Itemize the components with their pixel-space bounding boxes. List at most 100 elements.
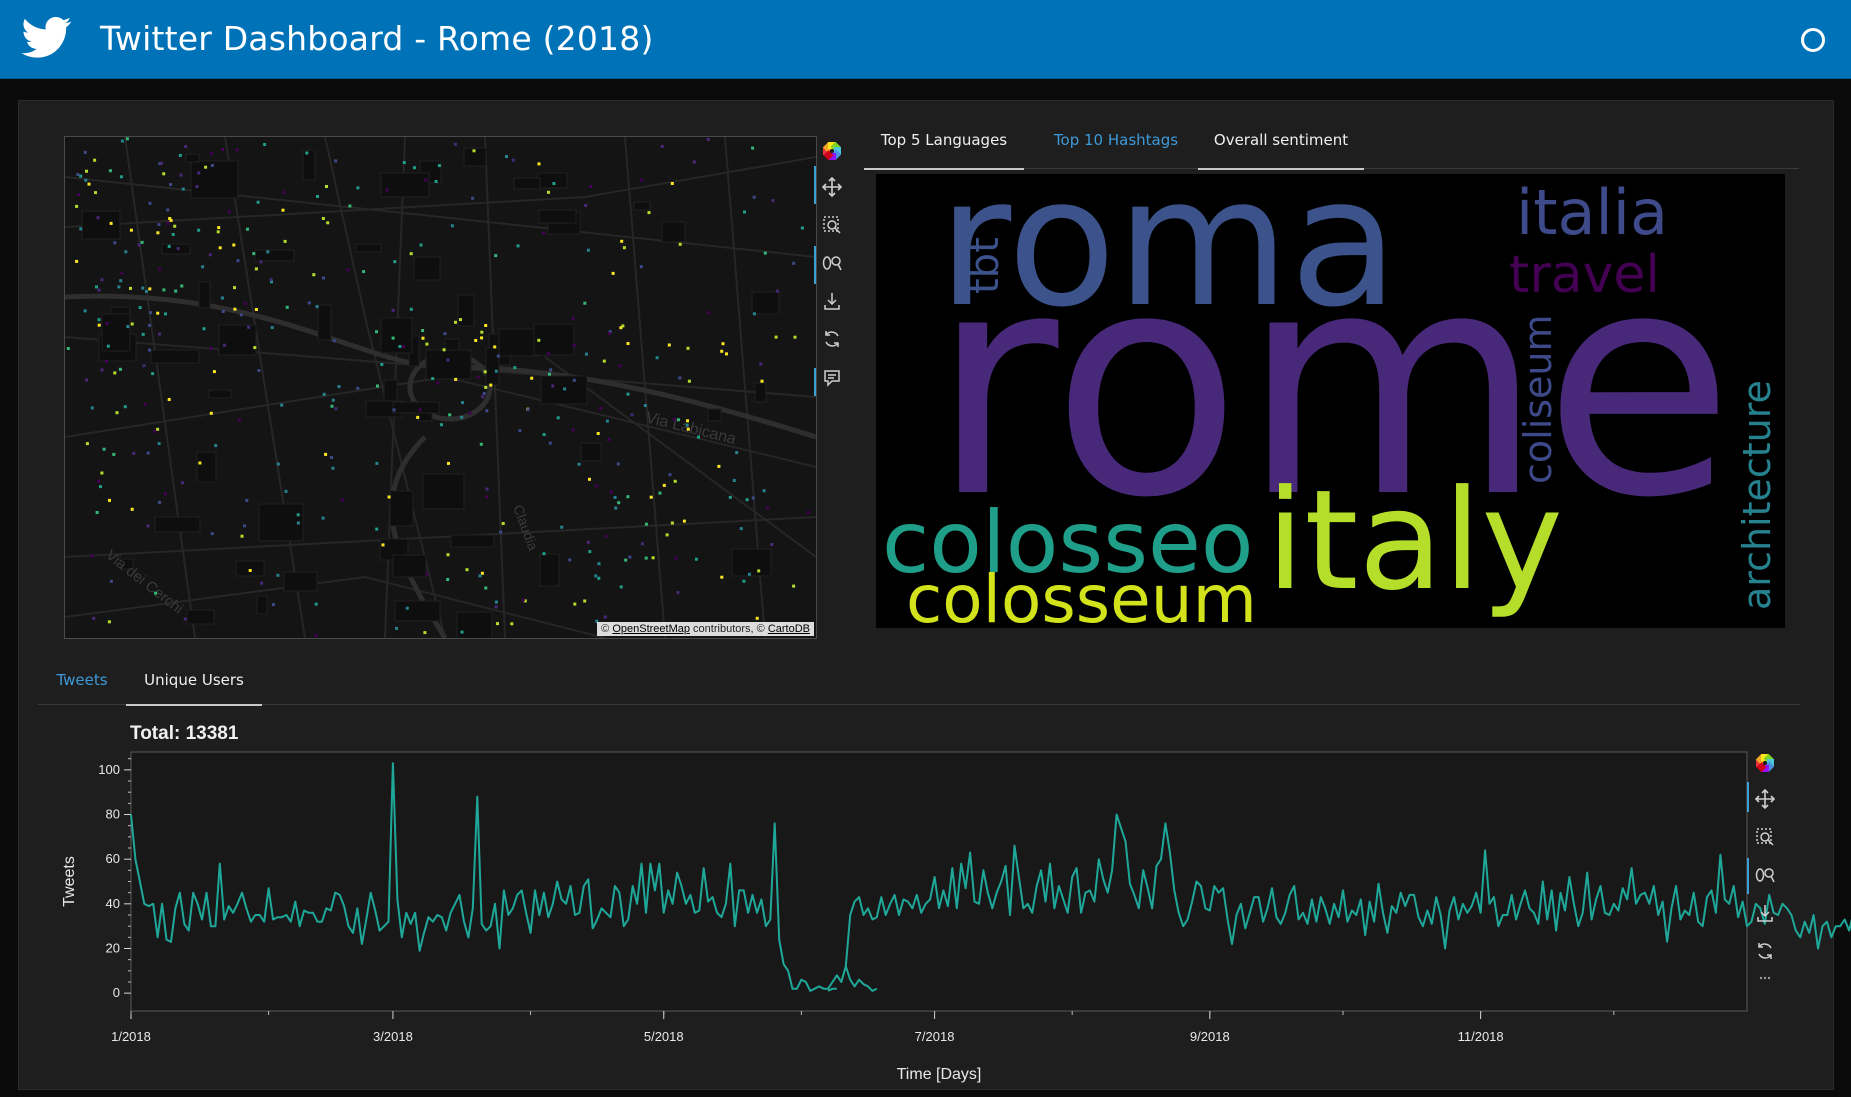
tweet-point[interactable] [154, 591, 158, 595]
tweet-point[interactable] [482, 392, 486, 395]
tweet-point[interactable] [97, 479, 100, 483]
tweet-point[interactable] [209, 152, 213, 156]
tweet-point[interactable] [423, 631, 427, 635]
tweet-point[interactable] [468, 411, 472, 415]
tweet-point[interactable] [598, 406, 602, 410]
tweet-point[interactable] [100, 368, 104, 372]
hover-icon[interactable] [817, 362, 847, 392]
tweet-point[interactable] [398, 345, 402, 348]
tweet-point[interactable] [141, 332, 145, 336]
tweet-point[interactable] [513, 366, 517, 370]
tweet-point[interactable] [331, 466, 335, 470]
tweet-point[interactable] [745, 498, 749, 502]
tweet-point[interactable] [184, 145, 188, 149]
tweet-point[interactable] [391, 336, 395, 340]
tweet-point[interactable] [276, 462, 280, 466]
tweet-point[interactable] [686, 427, 690, 431]
tweet-point[interactable] [496, 354, 500, 358]
tweet-point[interactable] [447, 461, 450, 465]
tweet-point[interactable] [752, 312, 756, 316]
tweet-point[interactable] [665, 533, 669, 537]
tweet-point[interactable] [518, 429, 522, 433]
tweet-point[interactable] [99, 485, 102, 489]
tweet-point[interactable] [126, 325, 130, 329]
tweet-point[interactable] [109, 579, 113, 583]
tweet-point[interactable] [162, 172, 166, 176]
tweet-point[interactable] [356, 186, 360, 190]
tweet-point[interactable] [577, 462, 581, 466]
tweet-point[interactable] [775, 289, 779, 293]
tweet-point[interactable] [620, 239, 624, 243]
reset-icon[interactable] [1750, 936, 1780, 966]
tweet-point[interactable] [314, 633, 318, 637]
tweet-point[interactable] [106, 344, 110, 348]
tweet-point[interactable] [151, 372, 155, 376]
tweet-point[interactable] [766, 505, 770, 509]
tweet-point[interactable] [521, 598, 525, 602]
tweet-point[interactable] [454, 377, 458, 381]
tweet-point[interactable] [485, 409, 489, 413]
tweet-point[interactable] [85, 378, 89, 382]
tweet-point[interactable] [76, 173, 80, 176]
tweet-point[interactable] [149, 311, 153, 315]
tweet-point[interactable] [123, 405, 127, 409]
tweet-point[interactable] [296, 513, 300, 517]
tweet-point[interactable] [793, 335, 797, 339]
tweet-point[interactable] [326, 221, 330, 225]
tweet-point[interactable] [129, 228, 133, 232]
tweet-point[interactable] [156, 311, 160, 315]
tweet-point[interactable] [640, 178, 644, 182]
tweet-point[interactable] [588, 477, 591, 481]
tweet-point[interactable] [806, 510, 810, 514]
tweet-point[interactable] [331, 398, 335, 402]
tweet-point[interactable] [434, 180, 438, 183]
tweet-point[interactable] [212, 370, 216, 374]
tweet-point[interactable] [137, 243, 141, 247]
tweet-point[interactable] [158, 332, 161, 336]
tweet-point[interactable] [285, 305, 289, 309]
tweet-point[interactable] [568, 558, 572, 562]
tweet-point[interactable] [93, 158, 97, 162]
tweet-point[interactable] [549, 368, 553, 372]
tweet-point[interactable] [87, 182, 91, 186]
tweet-point[interactable] [237, 418, 241, 422]
tweet-point[interactable] [720, 575, 724, 579]
tweet-point[interactable] [418, 408, 422, 412]
tweet-point[interactable] [626, 342, 630, 345]
tweet-point[interactable] [647, 211, 651, 215]
tweet-point[interactable] [476, 375, 480, 379]
tweet-point[interactable] [221, 310, 225, 313]
tweet-point[interactable] [586, 248, 590, 252]
tweet-point[interactable] [551, 384, 555, 388]
tweet-point[interactable] [232, 243, 236, 247]
tweet-point[interactable] [120, 271, 124, 275]
tweet-point[interactable] [283, 239, 287, 243]
tweet-point[interactable] [158, 500, 161, 504]
map-canvas[interactable]: Via Labicana Via dei Cerchi Claudia [65, 137, 816, 638]
tweet-point[interactable] [604, 534, 608, 538]
tweet-point[interactable] [356, 386, 360, 390]
tweet-point[interactable] [465, 568, 469, 572]
tweet-point[interactable] [130, 322, 134, 326]
tweet-point[interactable] [348, 204, 352, 208]
tweet-point[interactable] [183, 617, 187, 621]
tweet-point[interactable] [673, 417, 676, 421]
tab-overall-sentiment[interactable]: Overall sentiment [1198, 118, 1364, 170]
tweet-point[interactable] [639, 265, 643, 269]
tweet-point[interactable] [478, 574, 482, 578]
tweet-point[interactable] [667, 343, 671, 347]
tweet-point[interactable] [622, 246, 626, 250]
tweet-point[interactable] [511, 158, 515, 162]
tweet-point[interactable] [263, 143, 267, 146]
tweet-point[interactable] [240, 534, 244, 538]
tweet-point[interactable] [321, 217, 325, 220]
tweet-point[interactable] [494, 600, 498, 604]
tweet-point[interactable] [164, 312, 167, 316]
tweet-point[interactable] [209, 347, 213, 351]
tweet-point[interactable] [448, 413, 452, 417]
tweet-point[interactable] [619, 585, 623, 589]
tweet-point[interactable] [537, 162, 541, 166]
tweet-point[interactable] [337, 385, 341, 389]
tweet-point[interactable] [453, 142, 457, 146]
tweet-point[interactable] [325, 185, 328, 188]
